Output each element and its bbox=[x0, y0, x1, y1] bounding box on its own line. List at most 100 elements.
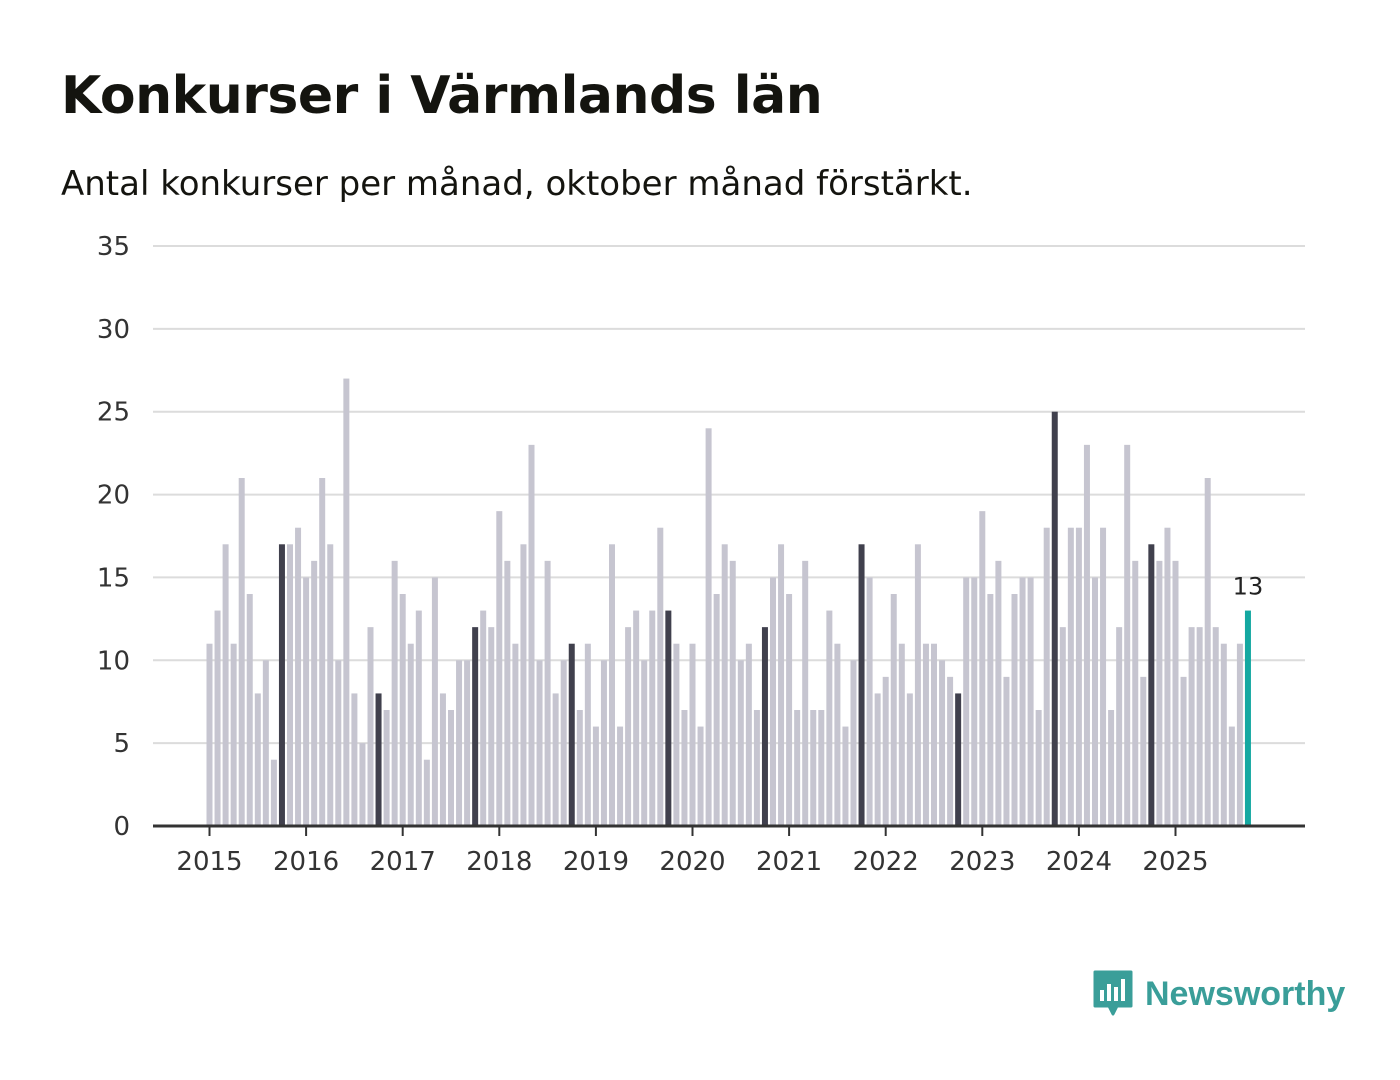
bar bbox=[898, 643, 905, 826]
y-tick-label: 15 bbox=[97, 563, 130, 593]
chart-subtitle: Antal konkurser per månad, oktober månad… bbox=[61, 164, 973, 204]
bar bbox=[351, 693, 358, 826]
bar bbox=[1035, 710, 1042, 826]
bar bbox=[1204, 478, 1211, 826]
bar bbox=[592, 726, 599, 826]
bar bbox=[745, 643, 752, 826]
bar bbox=[407, 643, 414, 826]
bar bbox=[415, 610, 422, 826]
y-tick-label: 35 bbox=[97, 232, 130, 262]
bar bbox=[713, 594, 720, 826]
y-tick-label: 20 bbox=[97, 481, 130, 511]
bar bbox=[1180, 676, 1187, 826]
bar-october bbox=[568, 643, 575, 826]
y-tick-label: 25 bbox=[97, 398, 130, 428]
bar bbox=[987, 594, 994, 826]
newsworthy-icon bbox=[1093, 970, 1133, 1016]
x-tick-label: 2023 bbox=[949, 847, 1015, 877]
y-tick-label: 5 bbox=[113, 729, 130, 759]
bar bbox=[512, 643, 519, 826]
bar bbox=[1156, 560, 1163, 826]
x-tick-label: 2021 bbox=[756, 847, 822, 877]
bar-october bbox=[858, 544, 865, 826]
bar bbox=[737, 660, 744, 826]
bar bbox=[842, 726, 849, 826]
bar bbox=[697, 726, 704, 826]
bar bbox=[657, 527, 664, 826]
bar bbox=[214, 610, 221, 826]
bar bbox=[947, 676, 954, 826]
bar bbox=[335, 660, 342, 826]
bar-october bbox=[665, 610, 672, 826]
bar bbox=[584, 643, 591, 826]
bar bbox=[496, 511, 503, 826]
y-tick-label: 0 bbox=[113, 812, 130, 842]
x-tick-label: 2017 bbox=[370, 847, 436, 877]
bar bbox=[1188, 627, 1195, 826]
latest-value-label: 13 bbox=[1233, 573, 1264, 601]
bar bbox=[971, 577, 978, 826]
bar bbox=[230, 643, 237, 826]
bar bbox=[1132, 560, 1139, 826]
bar bbox=[1172, 560, 1179, 826]
bar bbox=[552, 693, 559, 826]
bar bbox=[874, 693, 881, 826]
bar bbox=[391, 560, 398, 826]
bar bbox=[721, 544, 728, 826]
bar bbox=[448, 710, 454, 826]
bar bbox=[753, 710, 760, 826]
chart-title: Konkurser i Värmlands län bbox=[61, 66, 823, 126]
bar bbox=[1236, 643, 1243, 826]
bar bbox=[625, 627, 632, 826]
bar bbox=[1011, 594, 1018, 826]
bar bbox=[270, 759, 277, 826]
bar bbox=[802, 560, 809, 826]
bar bbox=[359, 743, 366, 826]
bar bbox=[810, 710, 817, 826]
bar bbox=[560, 660, 567, 826]
bar-october bbox=[1148, 544, 1155, 826]
bar bbox=[303, 577, 310, 826]
bar bbox=[536, 660, 543, 826]
bar-october bbox=[955, 693, 962, 826]
bar bbox=[327, 544, 334, 826]
bar bbox=[1083, 444, 1090, 826]
x-tick-label: 2025 bbox=[1142, 847, 1208, 877]
newsworthy-logo: Newsworthy bbox=[1091, 968, 1345, 1020]
bar bbox=[826, 610, 833, 826]
x-tick-label: 2022 bbox=[853, 847, 919, 877]
bar bbox=[818, 710, 825, 826]
x-tick-label: 2019 bbox=[563, 847, 629, 877]
bar bbox=[1140, 676, 1147, 826]
bar bbox=[786, 594, 793, 826]
bar bbox=[1100, 527, 1107, 826]
bar bbox=[528, 444, 535, 826]
bar bbox=[206, 643, 213, 826]
bar bbox=[456, 660, 463, 826]
bar bbox=[1164, 527, 1171, 826]
bar bbox=[1043, 527, 1050, 826]
bar bbox=[544, 560, 551, 826]
bar bbox=[705, 428, 712, 826]
bar bbox=[576, 710, 583, 826]
bar bbox=[343, 378, 350, 826]
bar bbox=[1027, 577, 1034, 826]
bar bbox=[464, 660, 471, 826]
bar-october bbox=[472, 627, 479, 826]
bar bbox=[1067, 527, 1074, 826]
grid-lines bbox=[153, 245, 1305, 745]
bar bbox=[963, 577, 970, 826]
bar bbox=[689, 643, 696, 826]
bar bbox=[729, 560, 736, 826]
x-tick-label: 2016 bbox=[273, 847, 339, 877]
bar-latest bbox=[1244, 610, 1251, 826]
bar bbox=[1228, 726, 1235, 826]
bar-october bbox=[761, 627, 768, 826]
bar bbox=[504, 560, 511, 826]
bar bbox=[633, 610, 640, 826]
bar bbox=[295, 527, 302, 826]
bar bbox=[600, 660, 607, 826]
x-tick-label: 2018 bbox=[466, 847, 532, 877]
